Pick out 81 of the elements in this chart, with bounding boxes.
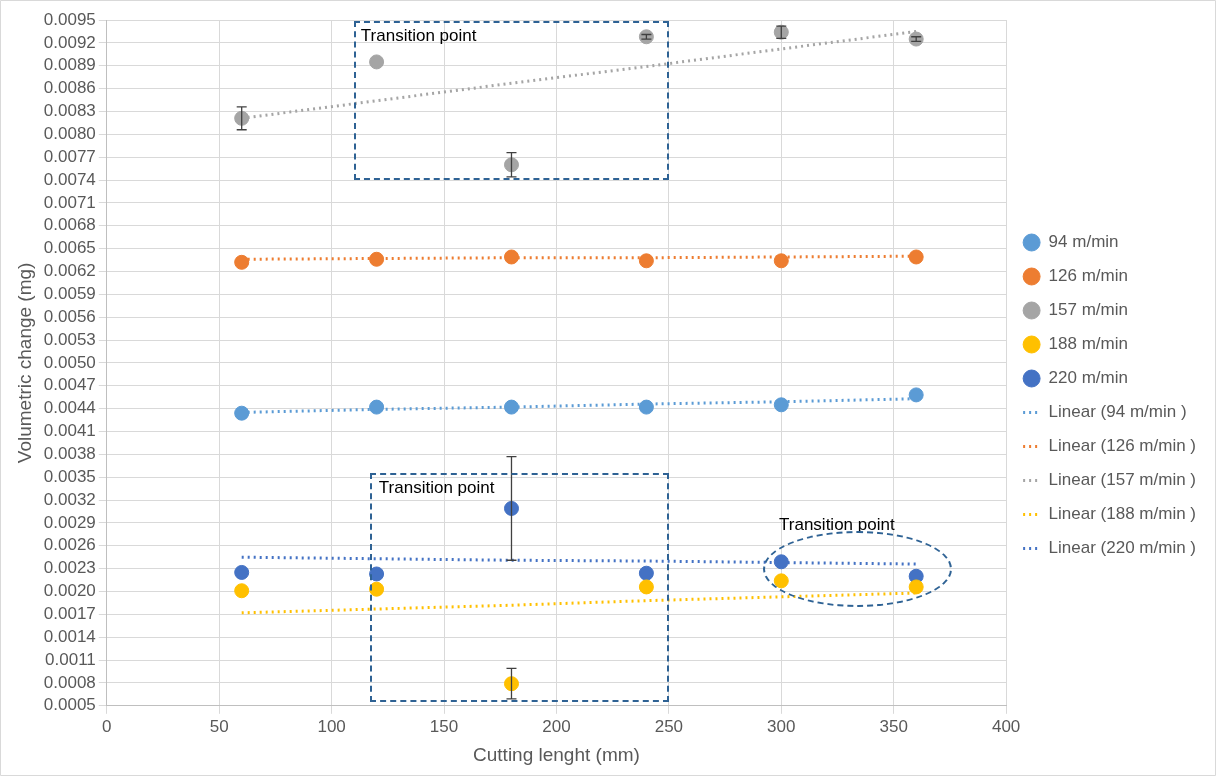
annotation: Transition point (779, 514, 895, 534)
y-axis-title: Volumetric change (mg) (13, 262, 35, 464)
y-tick-label: 0.0011 (45, 649, 96, 669)
x-tick-label: 350 (879, 716, 908, 736)
point (369, 54, 385, 70)
point (908, 387, 924, 403)
point (234, 110, 250, 126)
x-tick-label: 100 (317, 716, 346, 736)
y-tick-label: 0.0059 (43, 284, 96, 304)
point (369, 566, 385, 582)
point (503, 500, 519, 516)
point (638, 565, 654, 581)
x-tick-label: 300 (767, 716, 796, 736)
y-tick-label: 0.0005 (43, 695, 96, 715)
point (773, 253, 789, 269)
point (234, 254, 250, 270)
point (638, 253, 654, 269)
point (503, 249, 519, 265)
x-tick-label: 50 (209, 716, 229, 736)
point (908, 249, 924, 265)
y-tick-label: 0.0020 (43, 581, 96, 601)
y-tick-label: 0.0014 (43, 626, 96, 646)
y-tick-label: 0.0029 (43, 512, 96, 532)
legend-label: 126 m/min (1048, 266, 1128, 286)
x-tick-label: 0 (102, 716, 112, 736)
point (773, 554, 789, 570)
y-tick-label: 0.0041 (43, 421, 96, 441)
y-tick-label: 0.0047 (43, 375, 96, 395)
y-tick-label: 0.0068 (43, 215, 96, 235)
y-tick-label: 0.0026 (43, 535, 96, 555)
point (234, 405, 250, 421)
y-tick-label: 0.0035 (43, 466, 96, 486)
x-tick-label: 250 (654, 716, 684, 736)
point (503, 399, 519, 415)
legend-label: 188 m/min (1048, 334, 1128, 354)
y-tick-label: 0.0077 (43, 146, 96, 166)
legend-label: Linear (220 m/min ) (1048, 538, 1196, 558)
y-tick-label: 0.0071 (43, 192, 96, 212)
y-tick-label: 0.0089 (43, 55, 96, 75)
y-tick-label: 0.0032 (43, 489, 96, 509)
point (908, 579, 924, 595)
point (773, 573, 789, 589)
y-tick-label: 0.0095 (43, 9, 96, 29)
y-tick-label: 0.0056 (43, 306, 96, 326)
x-axis-title: Cutting lenght (mm) (473, 743, 640, 765)
legend-label: 220 m/min (1048, 368, 1128, 388)
y-tick-label: 0.0065 (43, 238, 96, 258)
point (638, 579, 654, 595)
y-tick-label: 0.0083 (43, 101, 96, 121)
y-tick-label: 0.0017 (43, 604, 96, 624)
point (369, 581, 385, 597)
point (369, 399, 385, 415)
legend-label: Linear (157 m/min ) (1048, 470, 1196, 490)
y-tick-label: 0.0023 (43, 558, 96, 578)
y-tick-label: 0.0053 (43, 329, 96, 349)
y-tick-label: 0.0044 (43, 398, 96, 418)
legend-label: 94 m/min (1048, 232, 1119, 252)
y-tick-label: 0.0074 (43, 169, 96, 189)
x-tick-label: 150 (429, 716, 459, 736)
legend-label: Linear (126 m/min ) (1048, 436, 1196, 456)
legend-label: 157 m/min (1048, 300, 1128, 320)
x-tick-label: 400 (991, 716, 1021, 736)
point (773, 397, 789, 413)
y-tick-label: 0.0038 (43, 444, 96, 464)
point (234, 564, 250, 580)
annotation: Transition point (360, 26, 477, 46)
y-tick-label: 0.0008 (43, 672, 96, 692)
y-tick-label: 0.0050 (43, 352, 96, 372)
x-tick-label: 200 (542, 716, 571, 736)
annotation: Transition point (378, 478, 495, 498)
legend-label: Linear (94 m/min ) (1048, 402, 1187, 422)
point (503, 676, 519, 692)
legend-label: Linear (188 m/min ) (1048, 504, 1196, 524)
point (503, 157, 519, 173)
point (638, 399, 654, 415)
y-tick-label: 0.0062 (43, 261, 96, 281)
point (369, 251, 385, 267)
y-tick-label: 0.0086 (43, 78, 96, 98)
y-tick-label: 0.0092 (43, 32, 96, 52)
y-tick-label: 0.0080 (43, 123, 96, 143)
point (234, 583, 250, 599)
